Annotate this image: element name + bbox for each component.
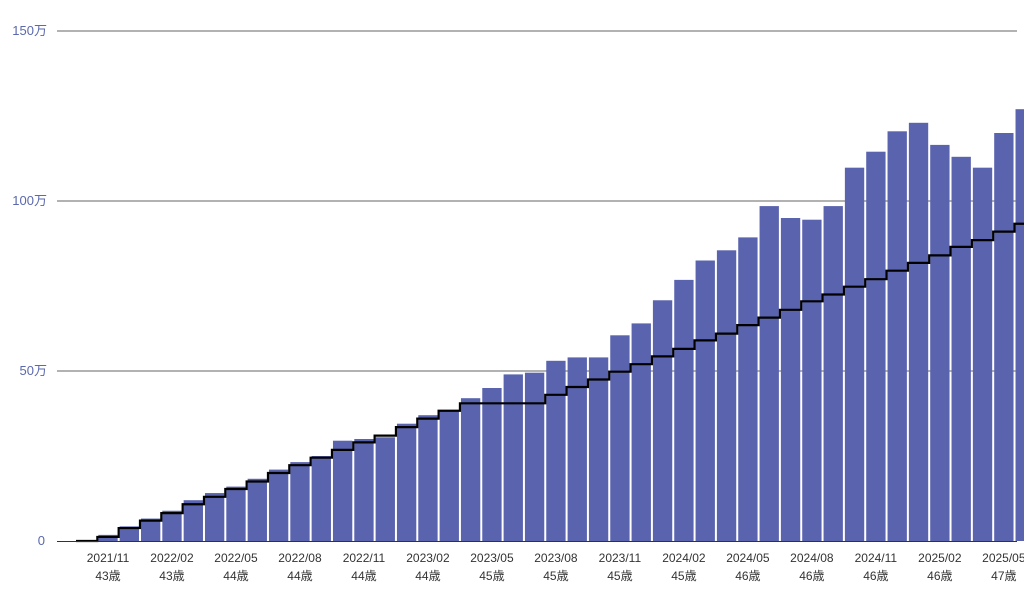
- bar: [994, 133, 1014, 541]
- bar: [930, 144, 950, 541]
- x-tick-age-label: 46歳: [735, 569, 760, 583]
- bar: [439, 410, 459, 541]
- bar: [844, 167, 865, 541]
- x-tick-date-label: 2025/05: [982, 551, 1024, 565]
- bar: [887, 131, 907, 542]
- bar: [268, 469, 289, 541]
- x-tick-date-label: 2024/08: [790, 551, 834, 565]
- x-tick-age-label: 43歳: [159, 569, 184, 583]
- bar: [119, 526, 139, 541]
- x-tick-age-label: 45歳: [479, 569, 504, 583]
- bar: [162, 510, 182, 541]
- x-tick-date-label: 2024/02: [662, 551, 706, 565]
- bar: [204, 493, 225, 541]
- x-tick-age-label: 45歳: [671, 569, 696, 583]
- step-line: [76, 222, 1024, 543]
- x-tick-date-label: 2025/02: [918, 551, 962, 565]
- bar: [524, 372, 545, 541]
- bar: [354, 439, 374, 541]
- x-tick-date-label: 2023/08: [534, 551, 578, 565]
- bar: [503, 374, 523, 541]
- x-tick-age-label: 47歳: [991, 569, 1016, 583]
- bar: [290, 462, 310, 541]
- x-tick-age-label: 44歳: [287, 569, 312, 583]
- bar: [311, 456, 331, 541]
- x-tick-age-label: 46歳: [863, 569, 888, 583]
- x-tick-date-label: 2022/08: [278, 551, 322, 565]
- x-tick-date-label: 2022/05: [214, 551, 258, 565]
- bar: [802, 219, 822, 541]
- x-tick-date-label: 2022/02: [150, 551, 194, 565]
- x-tick-date-label: 2021/11: [87, 551, 130, 565]
- x-tick-age-label: 45歳: [607, 569, 632, 583]
- bar: [588, 357, 609, 541]
- x-tick-date-label: 2024/11: [855, 551, 898, 565]
- x-tick-age-label: 44歳: [351, 569, 376, 583]
- bar: [759, 206, 779, 541]
- bar: [140, 518, 161, 541]
- bar: [1015, 109, 1024, 541]
- bar: [951, 156, 971, 542]
- bar: [780, 218, 801, 541]
- bar: [396, 423, 417, 541]
- x-tick-age-label: 45歳: [543, 569, 568, 583]
- bar: [610, 335, 630, 541]
- bar: [183, 500, 203, 541]
- bar: [674, 279, 694, 541]
- bar: [866, 151, 886, 541]
- bar: [631, 323, 651, 541]
- bar: [332, 440, 353, 541]
- x-tick-age-label: 43歳: [95, 569, 120, 583]
- bar: [226, 486, 246, 541]
- x-tick-age-label: 46歳: [799, 569, 824, 583]
- bar: [823, 206, 843, 541]
- bar: [482, 388, 502, 541]
- bar: [567, 357, 587, 541]
- bar: [418, 415, 438, 541]
- bar: [972, 167, 993, 541]
- y-tick-label: 0: [38, 533, 45, 548]
- x-tick-date-label: 2023/11: [599, 551, 642, 565]
- bar: [375, 437, 395, 541]
- x-tick-date-label: 2023/02: [406, 551, 450, 565]
- y-tick-label: 100万: [12, 193, 47, 208]
- line-layer: [76, 222, 1024, 543]
- axis-layer: 0 50万 100万 150万 2021/11 43歳 2022/02 43歳 2022/05 4…: [12, 23, 1024, 583]
- bar: [716, 250, 737, 542]
- bar: [652, 300, 673, 541]
- bar: [908, 122, 929, 542]
- x-tick-date-label: 2022/11: [343, 551, 386, 565]
- bar: [695, 260, 715, 541]
- y-tick-label: 150万: [12, 23, 47, 38]
- bar-layer: [77, 109, 1024, 542]
- bar: [460, 398, 481, 541]
- y-tick-label: 50万: [20, 363, 47, 378]
- x-tick-age-label: 44歳: [415, 569, 440, 583]
- bar: [738, 237, 758, 541]
- bar: [247, 478, 267, 541]
- x-tick-age-label: 46歳: [927, 569, 952, 583]
- x-tick-date-label: 2023/05: [470, 551, 514, 565]
- bar: [546, 360, 566, 541]
- x-tick-date-label: 2024/05: [726, 551, 770, 565]
- x-tick-age-label: 44歳: [223, 569, 248, 583]
